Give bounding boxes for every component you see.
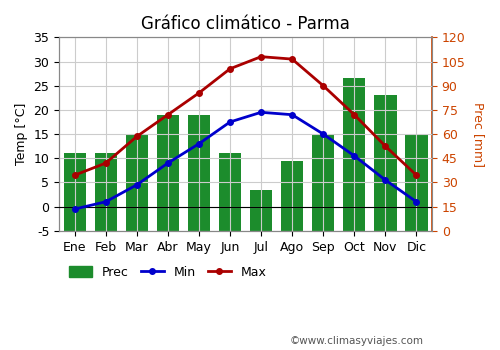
Bar (126, 134, 148, 231)
Bar (156, 115, 179, 231)
Bar (343, 78, 365, 231)
Text: ©www.climasyviajes.com: ©www.climasyviajes.com (290, 336, 424, 346)
Bar (281, 161, 303, 231)
Bar (374, 95, 396, 231)
Title: Gráfico climático - Parma: Gráfico climático - Parma (141, 15, 350, 33)
Y-axis label: Temp [°C]: Temp [°C] (15, 103, 28, 165)
Bar (94, 153, 117, 231)
Bar (219, 153, 241, 231)
Y-axis label: Prec [mm]: Prec [mm] (472, 102, 485, 167)
Bar (312, 134, 334, 231)
Legend: Prec, Min, Max: Prec, Min, Max (69, 266, 266, 279)
Bar (250, 190, 272, 231)
Bar (188, 115, 210, 231)
Bar (405, 134, 427, 231)
Bar (64, 153, 86, 231)
